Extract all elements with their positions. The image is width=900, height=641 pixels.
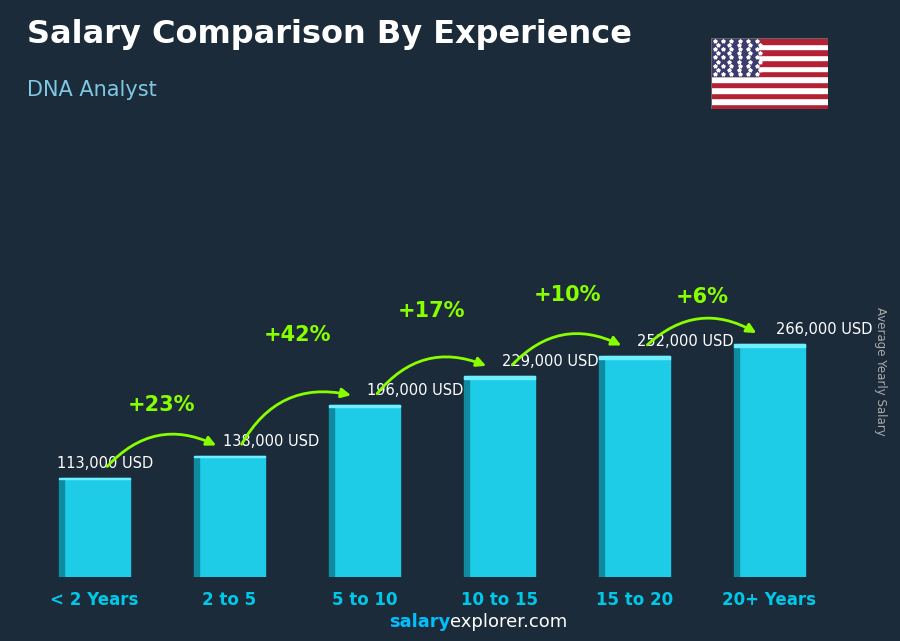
Bar (194, 456, 199, 577)
Bar (329, 405, 400, 407)
Bar (711, 87, 828, 93)
Text: +23%: +23% (128, 395, 196, 415)
Bar (604, 356, 670, 577)
Bar (59, 478, 64, 577)
Bar (711, 38, 758, 76)
Bar (469, 376, 535, 577)
Text: 196,000 USD: 196,000 USD (367, 383, 464, 398)
Text: Salary Comparison By Experience: Salary Comparison By Experience (27, 19, 632, 50)
Bar (734, 344, 805, 347)
Bar (734, 344, 739, 577)
Bar (334, 405, 400, 577)
Bar (711, 82, 828, 87)
Text: salary: salary (389, 613, 450, 631)
Bar (711, 104, 828, 109)
Text: +17%: +17% (398, 301, 466, 321)
Bar (711, 76, 828, 82)
Bar (464, 376, 469, 577)
Text: 138,000 USD: 138,000 USD (223, 434, 319, 449)
Text: explorer.com: explorer.com (450, 613, 567, 631)
Text: +6%: +6% (676, 287, 728, 307)
Bar (711, 54, 828, 60)
Bar (739, 344, 805, 577)
Bar (711, 44, 828, 49)
Text: DNA Analyst: DNA Analyst (27, 80, 157, 100)
Bar (329, 405, 334, 577)
Text: +42%: +42% (263, 325, 331, 345)
Bar (194, 456, 265, 458)
Text: +10%: +10% (533, 285, 601, 306)
Bar (711, 65, 828, 71)
Bar (599, 356, 670, 359)
Bar (711, 93, 828, 98)
Bar (464, 376, 535, 379)
Bar (599, 356, 604, 577)
Bar (711, 60, 828, 65)
Bar (59, 478, 130, 479)
Text: 229,000 USD: 229,000 USD (502, 354, 598, 369)
Text: 252,000 USD: 252,000 USD (637, 334, 733, 349)
Text: Average Yearly Salary: Average Yearly Salary (874, 308, 886, 436)
Bar (199, 456, 265, 577)
Bar (711, 71, 828, 76)
Text: 113,000 USD: 113,000 USD (57, 456, 153, 471)
Text: 266,000 USD: 266,000 USD (776, 322, 873, 337)
Bar (711, 98, 828, 104)
Bar (711, 49, 828, 54)
Bar (64, 478, 130, 577)
Bar (711, 38, 828, 44)
